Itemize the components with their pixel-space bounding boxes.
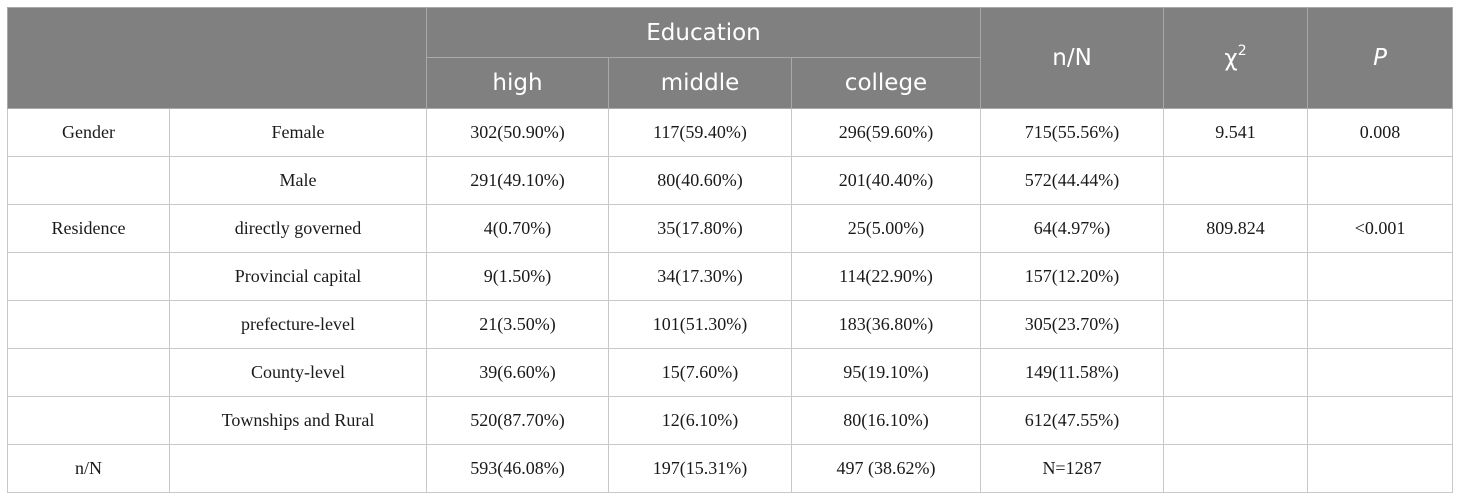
- chi2-cell: [1163, 444, 1309, 493]
- header-high: high: [426, 57, 609, 109]
- header-row-sub: high middle college: [8, 57, 1453, 109]
- p-value-cell: [1307, 252, 1454, 301]
- chi2-cell: [1163, 300, 1309, 349]
- chi-superscript: 2: [1237, 42, 1247, 59]
- header-nN: n/N: [980, 7, 1165, 109]
- subcategory-cell: prefecture-level: [169, 300, 427, 349]
- college-cell: 497 (38.62%): [790, 444, 982, 493]
- p-value-cell: [1307, 396, 1454, 445]
- college-cell: 114(22.90%): [790, 252, 982, 301]
- header-middle: middle: [608, 57, 792, 109]
- subcategory-cell: directly governed: [169, 204, 427, 253]
- middle-cell: 117(59.40%): [608, 108, 792, 157]
- category-cell: Residence: [7, 204, 170, 253]
- table-body: Gender Female 302(50.90%) 117(59.40%) 296(59…: [7, 108, 1454, 493]
- college-cell: 296(59.60%): [790, 108, 982, 157]
- p-value-cell: [1307, 156, 1454, 205]
- chi2-cell: [1163, 252, 1309, 301]
- header-college: college: [790, 57, 982, 109]
- chi-symbol: χ: [1224, 45, 1238, 72]
- high-cell: 291(49.10%): [426, 156, 609, 205]
- table-row: County-level 39(6.60%) 15(7.60%) 95(19.10%)…: [7, 348, 1454, 397]
- category-cell: [7, 156, 170, 205]
- college-cell: 80(16.10%): [790, 396, 982, 445]
- p-value-cell: [1307, 300, 1454, 349]
- nN-cell: 572(44.44%): [980, 156, 1165, 205]
- header-chi-square: χ2: [1163, 7, 1309, 109]
- chi2-cell: [1163, 348, 1309, 397]
- middle-cell: 34(17.30%): [608, 252, 792, 301]
- p-value-cell: [1307, 348, 1454, 397]
- chi2-cell: 9.541: [1163, 108, 1309, 157]
- p-value-cell: 0.008: [1307, 108, 1454, 157]
- table-row: prefecture-level 21(3.50%) 101(51.30%) 183(…: [7, 300, 1454, 349]
- category-cell: n/N: [7, 444, 170, 493]
- table-header: Education n/N χ2 P high middle college: [7, 7, 1454, 109]
- results-table: Education n/N χ2 P high middle college G…: [7, 7, 1454, 493]
- middle-cell: 101(51.30%): [608, 300, 792, 349]
- nN-cell: 715(55.56%): [980, 108, 1165, 157]
- high-cell: 302(50.90%): [426, 108, 609, 157]
- table-row: n/N 593(46.08%) 197(15.31%) 497 (38.62%) N=1…: [7, 444, 1454, 493]
- college-cell: 95(19.10%): [790, 348, 982, 397]
- table-row: Residence directly governed 4(0.70%) 35(17.…: [7, 204, 1454, 253]
- high-cell: 9(1.50%): [426, 252, 609, 301]
- nN-cell: 149(11.58%): [980, 348, 1165, 397]
- chi2-cell: [1163, 396, 1309, 445]
- high-cell: 21(3.50%): [426, 300, 609, 349]
- nN-cell: N=1287: [980, 444, 1165, 493]
- category-cell: [7, 252, 170, 301]
- table-row: Townships and Rural 520(87.70%) 12(6.10%) 8…: [7, 396, 1454, 445]
- subcategory-cell: Male: [169, 156, 427, 205]
- college-cell: 25(5.00%): [790, 204, 982, 253]
- high-cell: 593(46.08%): [426, 444, 609, 493]
- subcategory-cell: Townships and Rural: [169, 396, 427, 445]
- table-row: Male 291(49.10%) 80(40.60%) 201(40.40%) 572(…: [7, 156, 1454, 205]
- middle-cell: 15(7.60%): [608, 348, 792, 397]
- college-cell: 201(40.40%): [790, 156, 982, 205]
- subcategory-cell: Provincial capital: [169, 252, 427, 301]
- header-row-top: Education n/N χ2 P: [7, 7, 1454, 109]
- middle-cell: 12(6.10%): [608, 396, 792, 445]
- high-cell: 520(87.70%): [426, 396, 609, 445]
- header-blank-cell: [7, 7, 427, 109]
- high-cell: 39(6.60%): [426, 348, 609, 397]
- header-p-value: P: [1307, 7, 1454, 109]
- p-value-cell: <0.001: [1307, 204, 1454, 253]
- middle-cell: 35(17.80%): [608, 204, 792, 253]
- chi2-cell: 809.824: [1163, 204, 1309, 253]
- college-cell: 183(36.80%): [790, 300, 982, 349]
- table-row: Gender Female 302(50.90%) 117(59.40%) 296(59…: [7, 108, 1454, 157]
- nN-cell: 157(12.20%): [980, 252, 1165, 301]
- high-cell: 4(0.70%): [426, 204, 609, 253]
- chi2-cell: [1163, 156, 1309, 205]
- category-cell: [7, 348, 170, 397]
- table-row: Provincial capital 9(1.50%) 34(17.30%) 114(…: [7, 252, 1454, 301]
- header-education: Education: [425, 7, 982, 58]
- category-cell: [7, 396, 170, 445]
- nN-cell: 64(4.97%): [980, 204, 1165, 253]
- subcategory-cell: County-level: [169, 348, 427, 397]
- subcategory-cell: Female: [169, 108, 427, 157]
- middle-cell: 80(40.60%): [608, 156, 792, 205]
- category-cell: Gender: [7, 108, 170, 157]
- category-cell: [7, 300, 170, 349]
- subcategory-cell: [169, 444, 427, 493]
- nN-cell: 612(47.55%): [980, 396, 1165, 445]
- nN-cell: 305(23.70%): [980, 300, 1165, 349]
- p-value-cell: [1307, 444, 1454, 493]
- middle-cell: 197(15.31%): [608, 444, 792, 493]
